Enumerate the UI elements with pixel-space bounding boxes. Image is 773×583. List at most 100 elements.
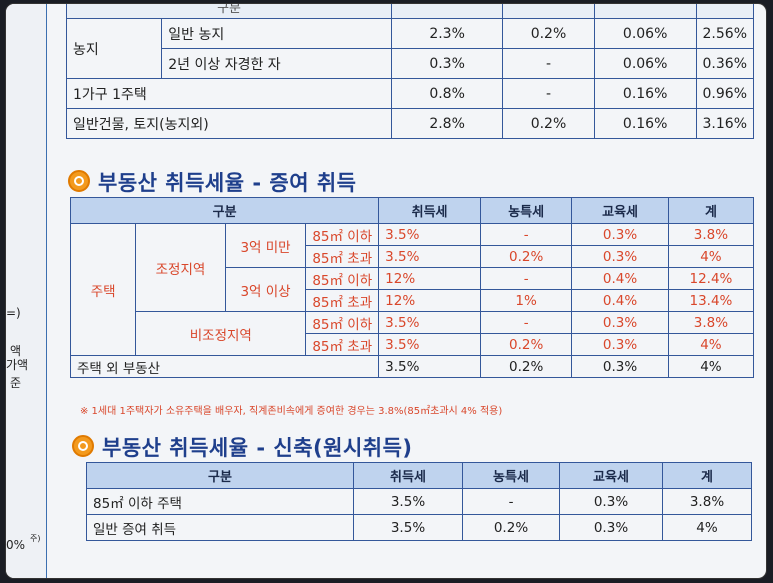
table-row: 일반건물, 토지(농지외) 2.8% 0.2% 0.16% 3.16% [65, 108, 755, 139]
category-cell: 85㎡ 이하 주택 [86, 488, 354, 515]
total-cell: 3.8% [667, 311, 755, 334]
table-row: 85㎡ 초과 12% 1% 0.4% 13.4% [71, 289, 755, 312]
edu-tax-cell: 0.3% [571, 245, 669, 268]
total-cell: 0.96% [695, 78, 755, 109]
adjusted-area-cell: 조정지역 [135, 223, 226, 312]
strip-text: 주) [30, 534, 41, 543]
table-row: 2년 이상 자경한 자 0.3% - 0.06% 0.36% [67, 48, 755, 79]
acq-tax-cell: 3.5% [378, 223, 481, 246]
edu-tax-cell: 0.16% [593, 78, 697, 109]
farm-tax-cell: - [479, 311, 573, 334]
acquisition-tax-table-new-build: 구분 취득세 농특세 교육세 계 85㎡ 이하 주택 3.5% - 0.3% 3… [86, 462, 752, 541]
table-row: 85㎡ 초과 3.5% 0.2% 0.3% 4% [71, 333, 755, 356]
acq-tax-cell: 3.5% [378, 355, 481, 378]
acq-tax-cell: 0.8% [391, 78, 504, 109]
edu-tax-cell: 0.4% [571, 267, 669, 290]
edu-tax-cell: 0.06% [593, 48, 697, 79]
size-cell: 85㎡ 이하 [305, 311, 380, 334]
total-cell: 3.16% [695, 108, 755, 139]
edu-tax-cell: 0.3% [559, 488, 663, 515]
edu-tax-cell: 0.3% [571, 355, 669, 378]
total-cell: 13.4% [667, 289, 755, 312]
category-cell: 농지 [65, 18, 163, 79]
total-cell: 0.36% [695, 48, 755, 79]
table-row: 85㎡ 이하 주택 3.5% - 0.3% 3.8% [86, 488, 752, 515]
document-photo: =) 액 가액 준 0% 주) 구분 농지 일반 농지 2.3% 0.2% 0.… [6, 4, 766, 578]
magnifier-icon [72, 435, 94, 457]
left-page-strip: =) 액 가액 준 0% 주) [6, 4, 47, 578]
non-adjusted-area-cell: 비조정지역 [135, 311, 307, 356]
farm-tax-cell: 0.2% [462, 514, 560, 541]
farm-tax-cell: - [502, 48, 595, 79]
total-cell: 4% [667, 333, 755, 356]
edu-tax-cell: 0.16% [593, 108, 697, 139]
size-cell: 85㎡ 초과 [305, 333, 380, 356]
acq-tax-cell: 2.8% [391, 108, 504, 139]
table-row: 주택 조정지역 3억 미만 85㎡ 이하 3.5% - 0.3% 3.8% [69, 223, 755, 356]
strip-text: 액 [10, 344, 22, 358]
farm-tax-cell: 0.2% [479, 333, 573, 356]
acq-tax-cell: 3.5% [353, 514, 463, 541]
farm-tax-cell: 0.2% [502, 108, 595, 139]
footnote: ※ 1세대 1주택자가 소유주택을 배우자, 직계존비속에게 증여한 경우는 3… [80, 406, 503, 417]
table-row: 85㎡ 초과 3.5% 0.2% 0.3% 4% [71, 245, 755, 268]
section-title-gift: 부동산 취득세율 - 증여 취득 [68, 167, 356, 197]
total-cell: 12.4% [667, 267, 755, 290]
edu-tax-cell: 0.4% [571, 289, 669, 312]
farm-tax-cell: 0.2% [479, 245, 573, 268]
table-header: 계 [667, 197, 755, 224]
edu-tax-cell: 0.3% [571, 333, 669, 356]
total-cell: 3.8% [667, 223, 755, 246]
farm-tax-cell: - [502, 78, 595, 109]
strip-text: 가액 [6, 358, 29, 372]
farm-tax-cell: 0.2% [479, 355, 573, 378]
table-header: 취득세 [353, 462, 463, 489]
table-header: 농특세 [462, 462, 560, 489]
table-row: 일반 증여 취득 3.5% 0.2% 0.3% 4% [86, 514, 752, 541]
category-cell: 1가구 1주택 [65, 78, 393, 109]
table-header: 구분 [69, 197, 380, 224]
acq-tax-cell: 12% [378, 289, 481, 312]
total-cell: 4% [667, 245, 755, 268]
table-row: 주택 외 부동산 3.5% 0.2% 0.3% 4% [69, 355, 755, 378]
table-row: 1가구 1주택 0.8% - 0.16% 0.96% [65, 78, 755, 109]
size-cell: 85㎡ 이하 [305, 223, 380, 246]
farm-tax-cell: - [462, 488, 560, 515]
strip-text: =) [6, 306, 21, 320]
other-property-cell: 주택 외 부동산 [69, 355, 380, 378]
table-header: 농특세 [479, 197, 573, 224]
table-header: 계 [662, 462, 752, 489]
edu-tax-cell: 0.06% [593, 18, 697, 49]
acq-tax-cell: 3.5% [378, 333, 481, 356]
subcategory-cell: 일반 농지 [161, 18, 393, 49]
acq-tax-cell: 12% [378, 267, 481, 290]
size-cell: 85㎡ 초과 [305, 289, 380, 312]
table-header: 구분 [65, 4, 393, 19]
table-header: 교육세 [571, 197, 669, 224]
edu-tax-cell: 0.3% [559, 514, 663, 541]
strip-text: 준 [10, 376, 22, 390]
farm-tax-cell: 1% [479, 289, 573, 312]
house-cell: 주택 [69, 223, 137, 356]
size-cell: 85㎡ 이하 [305, 267, 380, 290]
price-band-cell: 3억 이상 [224, 267, 307, 312]
total-cell: 2.56% [695, 18, 755, 49]
acq-tax-cell: 3.5% [353, 488, 463, 515]
total-cell: 4% [667, 355, 755, 378]
edu-tax-cell: 0.3% [571, 311, 669, 334]
acquisition-tax-table-general: 구분 농지 일반 농지 2.3% 0.2% 0.06% 2.56% 2년 이상 … [65, 4, 755, 139]
acquisition-tax-table-gift: 구분 취득세 농특세 교육세 계 주택 조정지역 3억 미만 85㎡ 이하 3.… [69, 197, 755, 378]
farm-tax-cell: - [479, 267, 573, 290]
acq-tax-cell: 0.3% [391, 48, 504, 79]
acq-tax-cell: 3.5% [378, 245, 481, 268]
price-band-cell: 3억 미만 [224, 223, 307, 268]
acq-tax-cell: 3.5% [378, 311, 481, 334]
magnifier-icon [68, 170, 90, 192]
table-row: 3억 이상 85㎡ 이하 12% - 0.4% 12.4% [71, 267, 755, 312]
table-header: 구분 [86, 462, 354, 489]
category-cell: 일반건물, 토지(농지외) [65, 108, 393, 139]
table-header: 취득세 [378, 197, 481, 224]
section-title-new-build: 부동산 취득세율 - 신축(원시취득) [72, 432, 413, 462]
total-cell: 3.8% [662, 488, 752, 515]
size-cell: 85㎡ 초과 [305, 245, 380, 268]
